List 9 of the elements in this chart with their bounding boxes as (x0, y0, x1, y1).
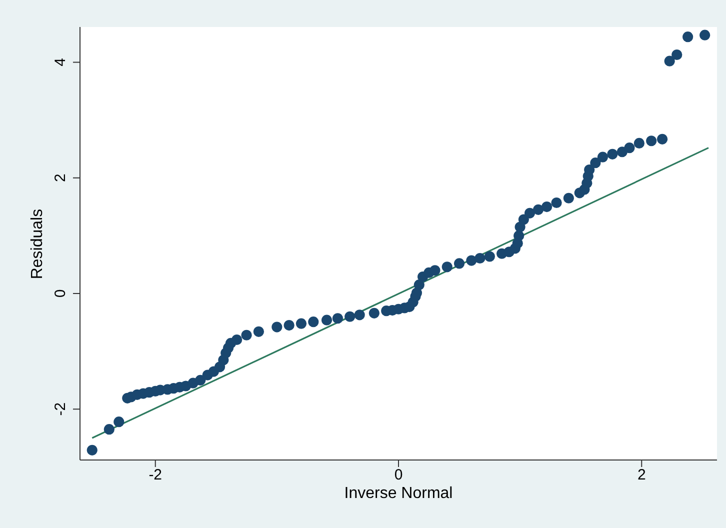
x-tick-label: -2 (148, 466, 162, 484)
x-axis-title: Inverse Normal (343, 485, 454, 503)
x-tick-label: 2 (637, 466, 646, 484)
x-tick-label: 0 (394, 466, 403, 484)
y-tick-label: 0 (52, 289, 69, 298)
y-tick-label: 4 (52, 58, 69, 66)
y-axis-title: Residuals (28, 207, 47, 281)
y-tick-label: -2 (52, 402, 69, 416)
y-tick-label: 2 (52, 174, 69, 182)
